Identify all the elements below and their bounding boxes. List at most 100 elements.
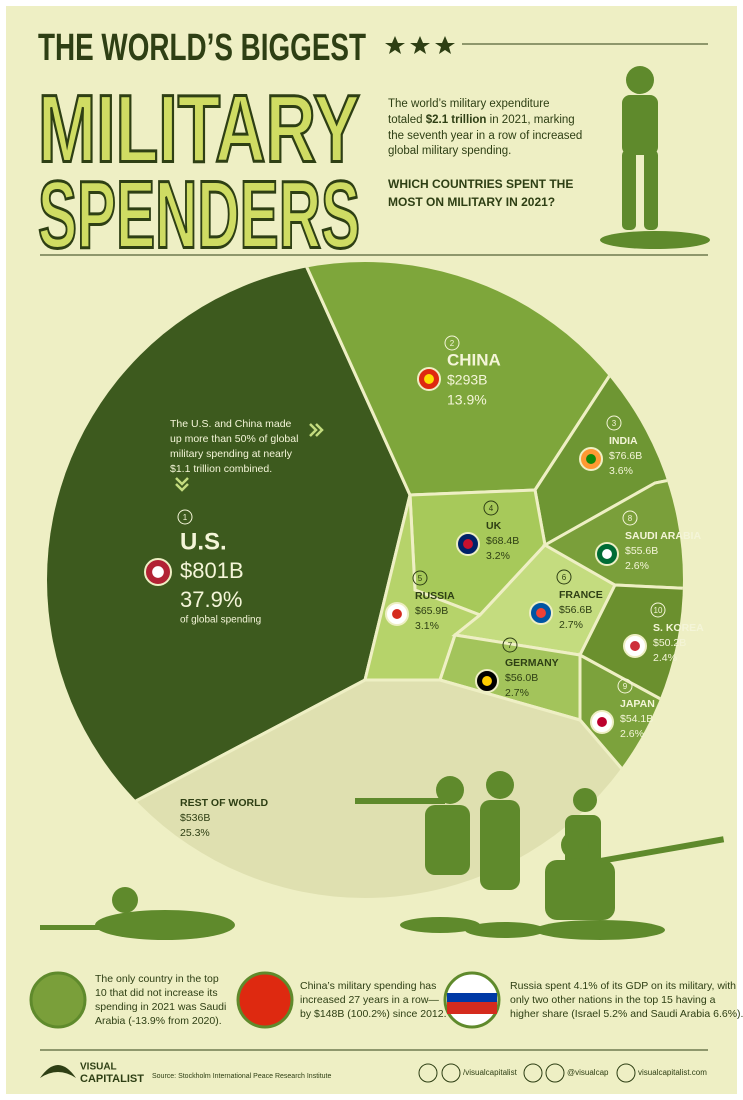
fact-text: Arabia (-13.9% from 2020). — [95, 1015, 222, 1027]
share: 2.4% — [653, 652, 677, 664]
country-name: UK — [486, 520, 502, 532]
flag-detail — [597, 717, 607, 727]
rank: 5 — [418, 574, 423, 583]
flag-detail — [586, 454, 596, 464]
callout: $1.1 trillion combined. — [170, 463, 272, 475]
fact-text: higher share (Israel 5.2% and Saudi Arab… — [510, 1008, 743, 1020]
flag-detail — [463, 539, 473, 549]
stars — [385, 36, 455, 54]
flag-detail — [482, 676, 492, 686]
brand: VISUAL — [80, 1062, 117, 1073]
rank: 7 — [508, 641, 513, 650]
fact-text: spending in 2021 was Saudi — [95, 1001, 226, 1013]
rank-circle — [617, 678, 633, 694]
intro-line: The world’s military expenditure — [388, 98, 550, 110]
fact-text: 10 that did not increase its — [95, 987, 218, 999]
fact-text: by $148B (100.2%) since 2012. — [300, 1008, 447, 1020]
rank-circle — [650, 602, 666, 618]
flag-detail — [424, 374, 434, 384]
intro-text: in 2021, marking — [486, 114, 574, 126]
rank-circle — [502, 637, 518, 653]
amount: $56.0B — [505, 672, 538, 684]
logo — [40, 1065, 76, 1078]
rank-circle — [412, 570, 428, 586]
intro: The world’s military expenditure totaled… — [388, 98, 582, 157]
flag-band — [447, 993, 497, 1002]
amount: $56.6B — [559, 604, 592, 616]
amount: $50.2B — [653, 637, 686, 649]
rank: 6 — [562, 573, 567, 582]
soldiers — [40, 771, 725, 940]
rest-of-world: REST OF WORLD — [180, 797, 268, 809]
country-name: FRANCE — [559, 589, 603, 601]
intro-text: totaled — [388, 114, 426, 126]
share: 2.6% — [620, 728, 644, 740]
share: 37.9% — [180, 587, 242, 612]
callout: The U.S. and China made — [170, 418, 292, 430]
note: of global spending — [180, 615, 261, 626]
intro-bold: $2.1 trillion — [426, 114, 487, 126]
amount: $801B — [180, 558, 244, 583]
flag-band — [447, 1002, 497, 1014]
rank: 1 — [183, 513, 188, 522]
amount: $55.6B — [625, 545, 658, 557]
country-name: GERMANY — [505, 657, 559, 669]
rank-circle — [444, 335, 460, 351]
share: 3.2% — [486, 550, 510, 562]
rank: 9 — [623, 682, 628, 691]
share: 13.9% — [447, 392, 487, 408]
share: 2.6% — [625, 560, 649, 572]
fact-text: The only country in the top — [95, 973, 219, 985]
question: WHICH COUNTRIES SPENT THE — [388, 177, 573, 191]
country-name: S. KOREA — [653, 622, 704, 634]
country-name: CHINA — [447, 350, 501, 369]
chevron — [175, 423, 324, 492]
rank: 8 — [628, 514, 633, 523]
share: 3.1% — [415, 620, 439, 632]
rank-circle — [622, 510, 638, 526]
rank-circle — [177, 509, 193, 525]
amount: $54.1B — [620, 713, 653, 725]
amount: $293B — [447, 372, 487, 388]
amount: $68.4B — [486, 535, 519, 547]
intro-line: global military spending. — [388, 145, 511, 157]
intro-line: the seventh year in a row of increased — [388, 130, 582, 142]
flag-detail — [152, 566, 164, 578]
flag-detail — [536, 608, 546, 618]
social: @visualcap — [567, 1068, 609, 1077]
fact-badge — [236, 971, 294, 1029]
rank: 4 — [489, 504, 494, 513]
fact-text: Russia spent 4.1% of its GDP on its mili… — [510, 980, 736, 992]
amount: $65.9B — [415, 605, 448, 617]
brand: CAPITALIST — [80, 1073, 144, 1085]
rank: 10 — [654, 606, 663, 615]
callout: military spending at nearly — [170, 448, 293, 460]
flag-detail — [602, 549, 612, 559]
title-big: SPENDERS — [38, 161, 360, 268]
fact-text: China’s military spending has — [300, 980, 436, 992]
cell — [578, 583, 683, 722]
social: visualcapitalist.com — [638, 1068, 707, 1077]
intro-line: totaled $2.1 trillion in 2021, marking — [388, 114, 575, 126]
flag-detail — [630, 641, 640, 651]
fact-text: increased 27 years in a row— — [300, 994, 439, 1006]
country-name: INDIA — [609, 435, 638, 447]
share: 2.7% — [505, 687, 529, 699]
rank-circle — [556, 569, 572, 585]
share: 2.7% — [559, 619, 583, 631]
amount: $76.6B — [609, 450, 642, 462]
rank-circle — [606, 415, 622, 431]
title-line: THE WORLD’S BIGGEST — [38, 27, 366, 69]
country-name: JAPAN — [620, 698, 655, 710]
soldier — [600, 66, 710, 249]
country-name: RUSSIA — [415, 590, 455, 602]
rest-of-world: 25.3% — [180, 827, 210, 839]
callout: up more than 50% of global — [170, 433, 298, 445]
social-icons — [418, 1063, 636, 1083]
question: MOST ON MILITARY IN 2021? — [388, 195, 555, 209]
fact-text: only two other nations in the top 15 hav… — [510, 994, 716, 1006]
country-name: SAUDI ARABIA — [625, 530, 701, 542]
country-name: U.S. — [180, 528, 227, 555]
share: 3.6% — [609, 465, 633, 477]
